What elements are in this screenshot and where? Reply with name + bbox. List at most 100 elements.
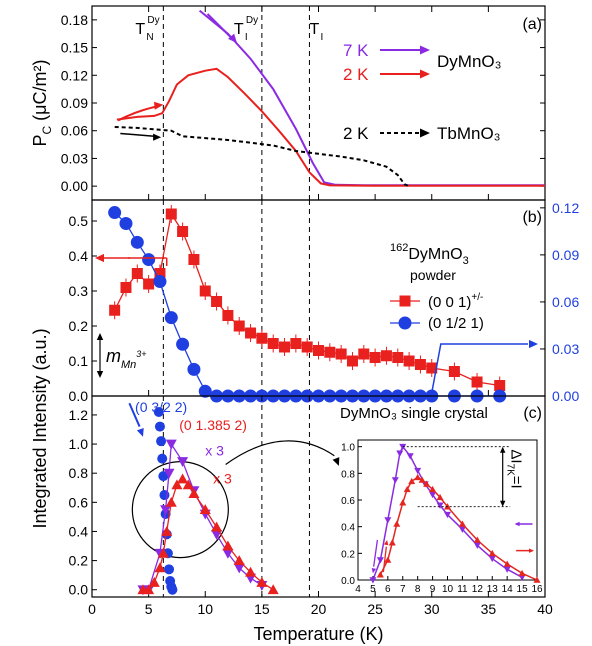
data-point-square <box>245 327 257 339</box>
data-point-square <box>369 352 381 363</box>
panel-a-ylabel: PC (μC/m²) <box>30 59 54 146</box>
data-point-square <box>267 338 279 349</box>
delta-purple-head <box>514 521 520 527</box>
legend-label: 2 K <box>343 65 369 84</box>
panel-b-yleft-tick-label: 0.3 <box>69 283 89 299</box>
data-point-circle <box>176 337 190 351</box>
inset-point-red <box>423 480 431 487</box>
panel-b-yright-tick-label: 0.12 <box>552 200 579 216</box>
data-point-square <box>301 341 313 353</box>
panel-a-y-tick-label: 0.15 <box>61 40 88 56</box>
panel-a-vline-sub: I <box>245 32 248 43</box>
inset-point-red <box>414 473 422 481</box>
delta-arrow-up <box>500 446 506 453</box>
inset-point-red <box>403 485 411 493</box>
inset-y-tick-label: 0.8 <box>341 469 355 480</box>
panel-b-yleft-tick-label: 0.0 <box>69 388 89 404</box>
inset-point-red <box>473 536 481 543</box>
panel-b-yright-tick-label: 0.03 <box>552 341 579 357</box>
axis-arrow-blue <box>431 343 528 394</box>
panel-c-x-tick-label: 5 <box>145 601 153 617</box>
annotation-red-x3: x 3 <box>213 470 232 486</box>
inset-y-tick-label: 0.0 <box>341 576 355 587</box>
inset-point-purple <box>396 450 404 457</box>
panel-b: 0.0 0.1 0.2 0.3 0.4 0.5 0.00 0.03 0.06 0.09 0.12 (b… <box>69 199 579 404</box>
data-point-triangle-up <box>256 576 268 587</box>
data-point-triangle-up <box>188 488 200 498</box>
data-point-triangle-down <box>222 548 234 559</box>
panel-b-yleft-tick-label: 0.2 <box>69 318 89 334</box>
data-point-triangle-up <box>157 547 169 558</box>
inset-point-purple <box>458 526 466 533</box>
data-point-circle <box>119 217 133 231</box>
curve-arrow-purple-head <box>228 33 237 43</box>
curve-arrow-red <box>117 104 161 122</box>
panel-c-x-tick-label: 10 <box>197 601 213 617</box>
data-point-triangle-up <box>154 562 166 573</box>
legend-arrow <box>420 45 430 55</box>
data-point-square <box>358 348 370 360</box>
inset-point-red <box>399 499 407 506</box>
data-point-square <box>211 296 223 307</box>
series-line-TbMnO3-2-K <box>114 126 410 188</box>
panel-a-y-tick-label: 0.06 <box>61 123 88 139</box>
inset-point-red <box>458 520 466 527</box>
data-point-square <box>448 366 460 377</box>
panel-a-vline-sup: Dy <box>246 15 258 26</box>
data-point-triangle-up <box>245 566 257 577</box>
zoom-arrow-head <box>332 457 340 466</box>
panel-a-vline-sup: Dy <box>147 15 159 26</box>
inset-point-purple <box>384 517 392 524</box>
inset-purple-arrow <box>373 539 379 567</box>
inset-point-purple <box>473 542 481 549</box>
annotation-purple-x3: x 3 <box>205 443 224 459</box>
x-axis-label: Temperature (K) <box>253 624 383 644</box>
data-point-square <box>380 350 392 362</box>
data-point-square <box>335 348 347 360</box>
moment-label: mMn3+ <box>106 346 147 371</box>
data-point-circle <box>153 275 167 289</box>
data-point-triangle-up <box>211 521 223 532</box>
panel-c-x-tick-label: 0 <box>88 601 96 617</box>
inset-y-tick-label: 0.4 <box>341 523 355 534</box>
data-point-circle <box>153 407 164 418</box>
panel-a-y-tick-label: 0.00 <box>61 178 88 194</box>
curve-arrow-black-head <box>153 133 162 141</box>
panel-c-y-tick-label: 0.0 <box>69 582 89 598</box>
data-point-square <box>188 254 200 265</box>
panel-c-y-tick-label: 0.8 <box>69 465 89 481</box>
data-point-square <box>494 380 506 391</box>
data-point-square <box>403 355 415 367</box>
series-line-7-K <box>198 9 545 187</box>
curve-arrow-black <box>120 132 155 138</box>
data-point-circle <box>108 206 122 220</box>
data-point-circle <box>158 471 169 482</box>
legend-label: (0 1/2 1) <box>428 315 484 332</box>
panel-a-vline-sub: I <box>320 32 323 43</box>
inset-x-tick-label: 11 <box>457 584 468 595</box>
inset-x-tick-label: 9 <box>430 584 436 595</box>
data-point-triangle-up <box>267 584 279 595</box>
inset-point-purple <box>436 502 444 509</box>
panel-c-x-tick-label: 20 <box>311 601 327 617</box>
delta-arrow-down <box>500 500 506 507</box>
annotation-blue-arrow <box>128 402 141 427</box>
data-point-circle <box>159 490 170 501</box>
data-point-circle <box>142 253 156 267</box>
panel-b-yleft-tick-label: 0.4 <box>69 248 89 264</box>
inset-point-red <box>503 560 511 567</box>
panel-c-y-tick-label: 0.6 <box>69 494 89 510</box>
panel-a-y-tick-label: 0.09 <box>61 95 88 111</box>
data-point-triangle-down <box>160 505 172 516</box>
data-point-circle <box>164 311 178 325</box>
inset-point-red <box>393 520 401 527</box>
data-point-square <box>346 355 358 367</box>
data-point-square <box>313 345 324 356</box>
panel-c-y-tick-label: 0.2 <box>69 553 89 569</box>
legend-arrow <box>420 69 430 79</box>
data-point-square <box>222 310 234 321</box>
inset-point-red <box>436 493 444 501</box>
data-point-triangle-up <box>165 496 177 507</box>
inset-x-tick-label: 4 <box>355 584 361 595</box>
data-point-triangle-up <box>143 584 155 595</box>
